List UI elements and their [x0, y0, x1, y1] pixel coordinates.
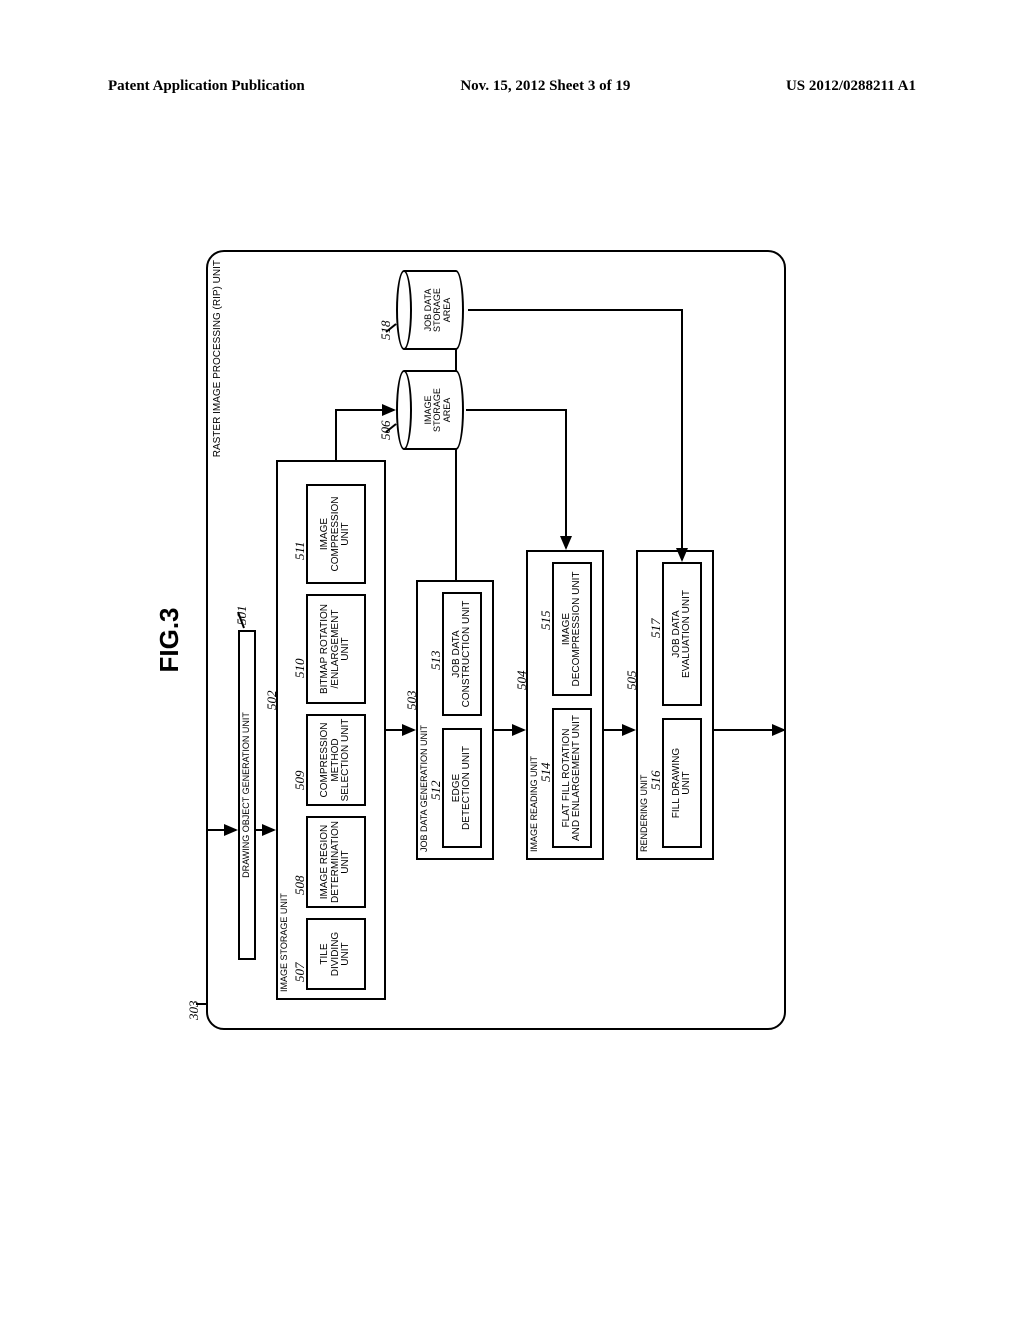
callout-517: 517 [648, 619, 664, 639]
compression-method-box: COMPRESSIONMETHODSELECTION UNIT [306, 714, 366, 806]
callout-512: 512 [428, 781, 444, 801]
header-center: Nov. 15, 2012 Sheet 3 of 19 [460, 78, 630, 95]
job-data-construction-box: JOB DATACONSTRUCTION UNIT [442, 592, 482, 716]
job-data-storage-label: JOB DATASTORAGEAREA [404, 270, 464, 350]
callout-508: 508 [292, 876, 308, 896]
edge-detection-box: EDGEDETECTION UNIT [442, 728, 482, 848]
job-data-storage-cyl: JOB DATASTORAGEAREA [396, 270, 464, 350]
callout-518: 518 [378, 321, 394, 341]
figure-container: FIG.3 303 RASTER IMAGE PROCESSING (RIP) … [101, 335, 881, 945]
callout-507: 507 [292, 963, 308, 983]
callout-511: 511 [292, 541, 308, 560]
fill-drawing-box: FILL DRAWINGUNIT [662, 718, 702, 848]
image-storage-unit-label: IMAGE STORAGE UNIT [280, 893, 289, 992]
callout-503: 503 [404, 691, 420, 711]
image-region-box: IMAGE REGIONDETERMINATIONUNIT [306, 816, 366, 908]
bitmap-rotation-box: BITMAP ROTATION/ENLARGEMENTUNIT [306, 594, 366, 704]
callout-516: 516 [648, 771, 664, 791]
image-compression-box: IMAGECOMPRESSIONUNIT [306, 484, 366, 584]
figure-label: FIG.3 [154, 250, 185, 1030]
header-right: US 2012/0288211 A1 [786, 78, 916, 95]
image-decompression-box: IMAGEDECOMPRESSION UNIT [552, 562, 592, 696]
rip-unit-label: RASTER IMAGE PROCESSING (RIP) UNIT [212, 260, 223, 457]
drawing-object-gen-box: DRAWING OBJECT GENERATION UNIT [238, 630, 256, 960]
callout-504: 504 [514, 671, 530, 691]
diagram-canvas: FIG.3 303 RASTER IMAGE PROCESSING (RIP) … [186, 250, 796, 1030]
callout-303: 303 [186, 1001, 202, 1021]
callout-510: 510 [292, 659, 308, 679]
job-data-eval-box: JOB DATAEVALUATION UNIT [662, 562, 702, 706]
image-storage-area-cyl: IMAGESTORAGEAREA [396, 370, 464, 450]
flat-fill-box: FLAT FILL ROTATIONAND ENLARGEMENT UNIT [552, 708, 592, 848]
callout-509: 509 [292, 771, 308, 791]
page-header: Patent Application Publication Nov. 15, … [108, 78, 916, 95]
image-storage-area-label: IMAGESTORAGEAREA [404, 370, 464, 450]
callout-515: 515 [538, 611, 554, 631]
callout-513: 513 [428, 651, 444, 671]
callout-514: 514 [538, 763, 554, 783]
header-left: Patent Application Publication [108, 78, 305, 95]
tile-dividing-box: TILEDIVIDINGUNIT [306, 918, 366, 990]
callout-502: 502 [264, 691, 280, 711]
callout-501: 501 [234, 606, 250, 626]
callout-506: 506 [378, 421, 394, 441]
callout-505: 505 [624, 671, 640, 691]
